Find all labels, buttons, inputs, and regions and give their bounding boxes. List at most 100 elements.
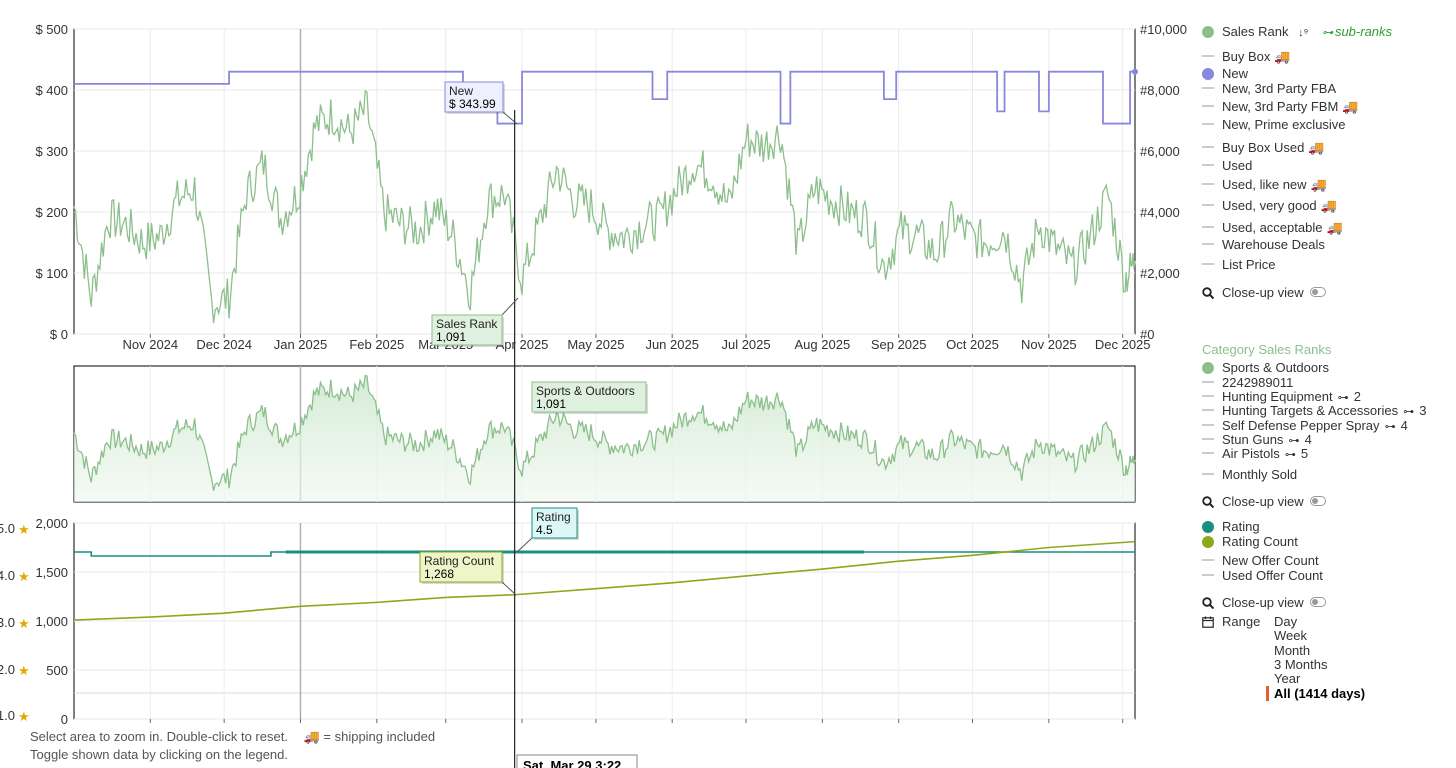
- new-price-tooltip-label: New: [449, 84, 473, 98]
- category-sales-ranks-header: Category Sales Ranks: [1202, 342, 1332, 357]
- subrank-number: 3: [1419, 403, 1427, 418]
- rating-tooltip-label: Rating: [536, 510, 571, 524]
- legend-dash-icon: [1202, 243, 1214, 245]
- legend-sales-rank[interactable]: Sales Rank ↓⁹ ⊶ sub-ranks: [1202, 24, 1392, 40]
- legend-rating-new-offer-count[interactable]: New Offer Count: [1202, 553, 1319, 569]
- price-rank-panel[interactable]: $ 500 $ 400 $ 300 $ 200 $ 100 $ 0 #10,000 #8,0…: [35, 22, 1187, 352]
- legend-label: Used Offer Count: [1222, 568, 1323, 583]
- legend-dash-icon: [1202, 226, 1214, 228]
- rank-axis-tick-label: #4,000: [1140, 205, 1180, 220]
- range-option-all[interactable]: All (1414 days): [1266, 686, 1365, 701]
- legend-cat-stun-guns[interactable]: Stun Guns ⊶ 4: [1202, 432, 1312, 448]
- legend-label: Used, acceptable: [1222, 220, 1323, 235]
- legend-cat-air-pistols[interactable]: Air Pistols ⊶ 5: [1202, 446, 1308, 462]
- rank-axis-tick-label: #10,000: [1140, 22, 1187, 37]
- date-axis-tick-label: Oct 2025: [946, 337, 999, 352]
- legend-dash-icon: [1202, 574, 1214, 576]
- legend-dash-icon: [1202, 438, 1214, 440]
- date-axis-tick-label: Dec 2024: [196, 337, 252, 352]
- delivery-truck-icon: 🚚: [1308, 140, 1325, 155]
- rating-count-tick-label: 2,000: [35, 516, 68, 531]
- legend-cat-2242989011[interactable]: 2242989011: [1202, 375, 1293, 391]
- date-axis-tick-label: Nov 2024: [122, 337, 178, 352]
- date-axis-tick-label: Jun 2025: [645, 337, 699, 352]
- legend-label: New Offer Count: [1222, 553, 1319, 568]
- sales-rank-tooltip-label: Sales Rank: [436, 317, 498, 331]
- legend-warehouse-deals[interactable]: Warehouse Deals: [1202, 237, 1325, 253]
- legend-label: Monthly Sold: [1222, 467, 1298, 482]
- sort-icon[interactable]: ↓⁹: [1298, 27, 1309, 39]
- legend-dot-icon: [1202, 536, 1214, 548]
- delivery-truck-icon: 🚚: [303, 729, 320, 744]
- range-option-3-months[interactable]: 3 Months: [1274, 657, 1328, 672]
- rating-count-tooltip-value: 1,268: [424, 567, 454, 581]
- range-option-week[interactable]: Week: [1274, 628, 1307, 643]
- legend-label: New, 3rd Party FBM: [1222, 99, 1339, 114]
- charts-area[interactable]: $ 500 $ 400 $ 300 $ 200 $ 100 $ 0 #10,000 #8,0…: [0, 0, 1195, 768]
- sub-ranks-link[interactable]: ⊶ sub-ranks: [1320, 24, 1392, 39]
- closeup-toggle-2[interactable]: Close-up view: [1202, 494, 1326, 510]
- date-axis-tick-label: Jul 2025: [721, 337, 770, 352]
- legend-cat-hunting-equipment[interactable]: Hunting Equipment ⊶ 2: [1202, 389, 1361, 405]
- range-option-day[interactable]: Day: [1274, 614, 1298, 629]
- sales-rank-line: [73, 89, 1136, 324]
- search-icon: [1202, 496, 1214, 508]
- price-axis-tick-label: $ 500: [35, 22, 68, 37]
- rating-tick-label: 4.0: [0, 568, 15, 583]
- legend-new-3rd-party-fbm[interactable]: New, 3rd Party FBM 🚚: [1202, 99, 1359, 115]
- sales-rank-tooltip-value: 1,091: [436, 330, 466, 344]
- legend-rating-used-offer-count[interactable]: Used Offer Count: [1202, 568, 1323, 584]
- star-icon: ★: [18, 663, 30, 678]
- legend-used[interactable]: Used: [1202, 158, 1252, 174]
- legend-dash-icon: [1202, 452, 1214, 454]
- legend-cat-self-defense-pepper-spray[interactable]: Self Defense Pepper Spray ⊶ 4: [1202, 418, 1408, 434]
- legend-dash-icon: [1202, 123, 1214, 125]
- zoom-hint-text: Select area to zoom in. Double-click to …: [30, 729, 288, 744]
- new-price-tooltip-value: $ 343.99: [449, 97, 496, 111]
- legend-cat-monthly-sold[interactable]: Monthly Sold: [1202, 467, 1297, 483]
- legend-cat-hunting-targets-accessories[interactable]: Hunting Targets & Accessories ⊶ 3: [1202, 403, 1426, 419]
- legend-dash-icon: [1202, 87, 1214, 89]
- legend-new[interactable]: New: [1202, 66, 1248, 82]
- sitemap-icon: ⊶: [1381, 421, 1399, 433]
- legend-label: List Price: [1222, 257, 1276, 272]
- delivery-truck-icon: 🚚: [1320, 198, 1337, 213]
- legend-buy-box[interactable]: Buy Box 🚚: [1202, 49, 1291, 65]
- star-icon: ★: [18, 709, 30, 724]
- legend-used-acceptable[interactable]: Used, acceptable 🚚: [1202, 220, 1343, 236]
- legend-list-price[interactable]: List Price: [1202, 257, 1275, 273]
- legend-used-very-good[interactable]: Used, very good 🚚: [1202, 198, 1337, 214]
- range-option-year[interactable]: Year: [1274, 671, 1301, 686]
- subrank-number: 4: [1400, 418, 1408, 433]
- legend-rating-rating-count[interactable]: Rating Count: [1202, 534, 1298, 550]
- cursor-date-text: Sat, Mar 29 3:22: [523, 758, 621, 768]
- legend-dash-icon: [1202, 164, 1214, 166]
- date-axis-tick-label: Feb 2025: [349, 337, 404, 352]
- price-axis-tick-label: $ 100: [35, 266, 68, 281]
- toggle-icon: [1309, 287, 1326, 297]
- rank-axis-tick-label: #6,000: [1140, 144, 1180, 159]
- date-axis-tick-label: May 2025: [567, 337, 624, 352]
- legend-cat-sports-outdoors[interactable]: Sports & Outdoors: [1202, 360, 1329, 376]
- legend-label: Buy Box Used: [1222, 140, 1305, 155]
- legend-label: Buy Box: [1222, 49, 1271, 64]
- legend-dash-icon: [1202, 263, 1214, 265]
- legend-label: Used, very good: [1222, 198, 1317, 213]
- category-rank-tooltip-value: 1,091: [536, 397, 566, 411]
- legend-new-3rd-party-fba[interactable]: New, 3rd Party FBA: [1202, 81, 1336, 97]
- rating-tick-label: 3.0: [0, 615, 15, 630]
- legend-rating-rating[interactable]: Rating: [1202, 519, 1260, 535]
- closeup-toggle-3[interactable]: Close-up view: [1202, 595, 1326, 611]
- legend-label: Used: [1222, 158, 1253, 173]
- closeup-toggle-1[interactable]: Close-up view: [1202, 285, 1326, 301]
- rating-count-tick-label: 0: [61, 712, 68, 727]
- range-option-month[interactable]: Month: [1274, 643, 1311, 658]
- legend-used-like-new[interactable]: Used, like new 🚚: [1202, 177, 1327, 193]
- sitemap-icon: ⊶: [1281, 449, 1299, 461]
- sitemap-icon: ⊶: [1400, 406, 1418, 418]
- search-icon: [1202, 597, 1214, 609]
- legend-new-prime-exclusive[interactable]: New, Prime exclusive: [1202, 117, 1346, 133]
- legend-buy-box-used[interactable]: Buy Box Used 🚚: [1202, 140, 1325, 156]
- legend-label: Hunting Equipment: [1222, 389, 1333, 404]
